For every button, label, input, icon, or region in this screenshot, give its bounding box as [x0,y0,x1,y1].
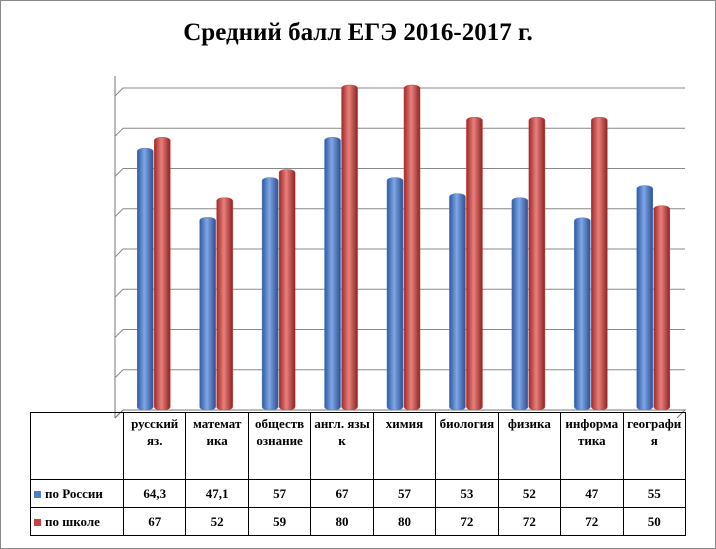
bar [511,197,529,411]
data-label: 57 [247,479,312,508]
bar [403,84,421,411]
bar [466,116,483,411]
legend-key [34,491,41,498]
grid-line [114,87,685,97]
legend-entry: по России [30,479,124,508]
data-label: 47 [560,479,624,508]
legend-key [34,519,41,526]
header-row: русский яз. математика обществознание англ.… [30,412,686,480]
data-label: 47,1 [185,479,249,508]
data-label: 53 [435,479,499,508]
data-label: 72 [435,507,499,536]
bar [261,177,279,411]
data-label: 67 [310,479,374,508]
x-tick-label: англ. язык [310,412,374,480]
data-label: 52 [497,479,562,508]
data-label: 80 [310,507,374,536]
series-row: по России 64,3 47,1 57 67 57 53 52 47 55 [30,479,686,508]
legend-label: по школе [45,514,100,529]
data-label: 55 [622,479,686,508]
grid-line [114,329,685,338]
data-label: 57 [372,479,437,508]
data-label: 72 [560,507,624,536]
data-label: 64,3 [122,479,187,508]
x-tick-label: обществознание [247,412,312,480]
bar [199,217,216,411]
legend-label: по России [45,486,103,501]
grid-line [114,369,685,379]
data-label: 72 [497,507,562,536]
bar [278,169,296,411]
grid-line [114,127,685,137]
x-tick-label: география [622,412,686,480]
bar [153,137,171,411]
bar [386,177,404,411]
bar [136,147,154,411]
bar [591,116,608,411]
bar [341,84,358,411]
grid-line [114,208,685,218]
bar [528,116,546,411]
data-label: 50 [622,507,686,536]
grid-line [114,248,685,258]
x-tick-label: русский яз. [122,412,187,480]
x-tick-label: физика [497,412,562,480]
legend-entry: по школе [30,507,124,536]
corner-cell [30,412,124,480]
bar [653,205,671,411]
data-label: 59 [247,507,312,536]
x-tick-label: химия [372,412,437,480]
x-tick-label: информатика [560,412,624,480]
grid-line [114,288,685,298]
data-label: 67 [122,507,187,536]
data-label: 52 [185,507,249,536]
series-row: по школе 67 52 59 80 80 72 72 72 50 [30,507,686,536]
data-table: русский яз. математика обществознание англ.… [30,412,686,536]
data-label: 80 [372,507,437,536]
x-tick-label: математика [185,412,249,480]
bar [216,197,233,411]
bar [636,185,654,411]
grid-line [114,168,685,177]
bar [449,193,466,411]
chart-title: Средний балл ЕГЭ 2016-2017 г. [183,19,533,46]
bar [324,137,341,411]
bar [574,217,591,411]
x-tick-label: биология [435,412,499,480]
